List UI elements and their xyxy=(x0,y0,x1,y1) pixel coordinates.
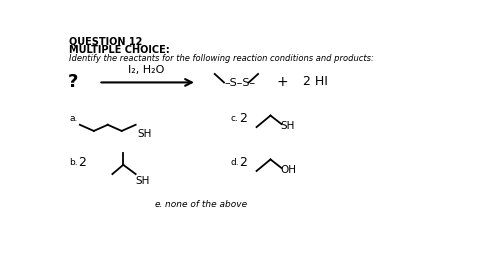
Text: OH: OH xyxy=(281,165,296,175)
Text: –S–S–: –S–S– xyxy=(224,78,255,88)
Text: 2 HI: 2 HI xyxy=(303,75,328,88)
Text: 2: 2 xyxy=(78,155,86,169)
Text: QUESTION 12: QUESTION 12 xyxy=(69,37,143,47)
Text: d.: d. xyxy=(230,158,239,167)
Text: SH: SH xyxy=(135,176,149,186)
Text: SH: SH xyxy=(137,130,151,139)
Text: a.: a. xyxy=(69,114,77,123)
Text: c.: c. xyxy=(230,114,238,123)
Text: 2: 2 xyxy=(240,112,247,125)
Text: SH: SH xyxy=(281,121,295,131)
Text: Identify the reactants for the following reaction conditions and products:: Identify the reactants for the following… xyxy=(69,54,374,63)
Text: 2: 2 xyxy=(240,155,247,169)
Text: none of the above: none of the above xyxy=(165,200,247,209)
Text: +: + xyxy=(277,75,288,89)
Text: b.: b. xyxy=(69,158,77,167)
Text: ?: ? xyxy=(68,73,78,91)
Text: MULTIPLE CHOICE:: MULTIPLE CHOICE: xyxy=(69,45,170,56)
Text: e.: e. xyxy=(154,200,163,209)
Text: I₂, H₂O: I₂, H₂O xyxy=(128,65,165,75)
